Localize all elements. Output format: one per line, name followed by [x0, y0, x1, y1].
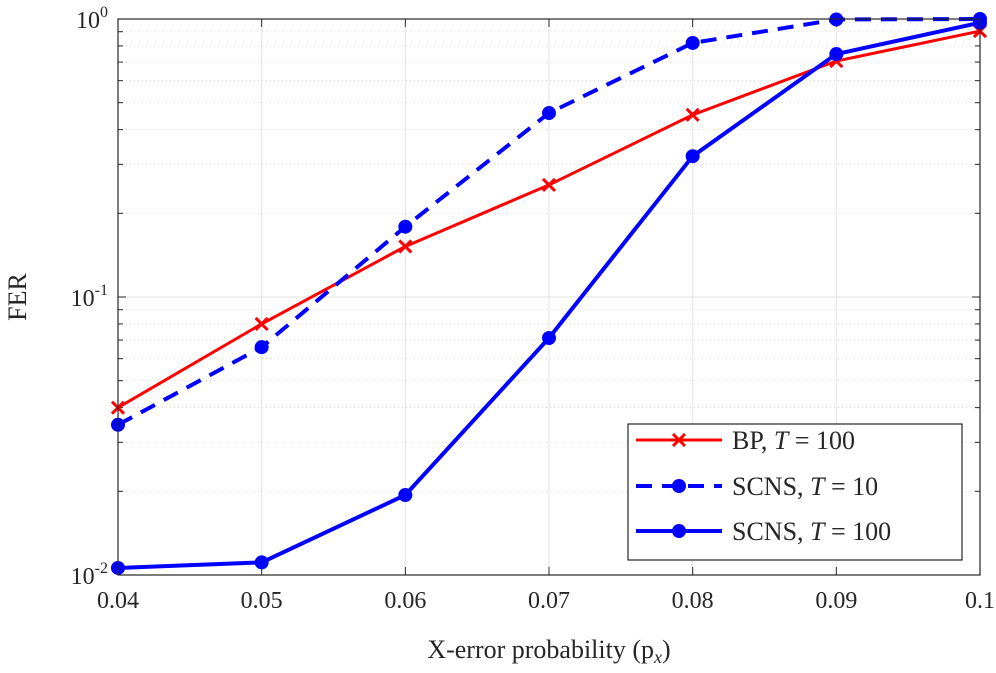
legend-label: BP, T = 100 [732, 426, 855, 455]
legend-label: SCNS, T = 10 [732, 472, 878, 501]
data-point [398, 219, 413, 234]
legend-entry-0: BP, T = 100 [636, 426, 855, 455]
x-tick-label: 0.09 [815, 588, 857, 614]
x-tick-label: 0.04 [97, 588, 139, 614]
y-axis-label: FER [3, 273, 32, 321]
legend: BP, T = 100 SCNS, T = 10 SCNS, T = 100 [627, 423, 963, 561]
legend-marker [672, 524, 686, 538]
plot-frame [117, 18, 981, 576]
x-tick-label: 0.06 [384, 588, 426, 614]
data-point [541, 177, 557, 192]
data-point [254, 316, 269, 332]
x-axis-label: X-error probability (px) [427, 635, 670, 667]
data-point [685, 35, 700, 50]
legend-marker [672, 479, 686, 493]
data-point [542, 106, 556, 121]
data-point [254, 555, 269, 570]
x-tick-label: 0.08 [672, 588, 714, 614]
legend-marker [671, 432, 687, 448]
y-tick-label: 10-2 [71, 560, 108, 590]
series-2 [111, 15, 987, 575]
data-point [398, 487, 413, 502]
tick-labels: 0.04 0.05 0.06 0.07 0.08 0.09 0.1 10-2 10-1 100 [71, 4, 995, 614]
data-point [542, 331, 556, 346]
legend-label: SCNS, T = 100 [732, 517, 891, 546]
x-tick-label: 0.1 [965, 588, 995, 614]
legend-entry-1: SCNS, T = 10 [636, 472, 878, 501]
y-tick-label: 100 [76, 4, 108, 34]
y-tick-label: 10-1 [71, 282, 108, 312]
data-point [829, 47, 844, 62]
legend-entry-2: SCNS, T = 100 [636, 517, 891, 546]
data-point [254, 340, 269, 355]
series-lines [110, 12, 988, 575]
x-tick-label: 0.05 [241, 588, 283, 614]
data-point [398, 239, 413, 254]
x-tick-label: 0.07 [528, 588, 570, 614]
data-point [685, 107, 700, 122]
data-point [685, 149, 700, 164]
